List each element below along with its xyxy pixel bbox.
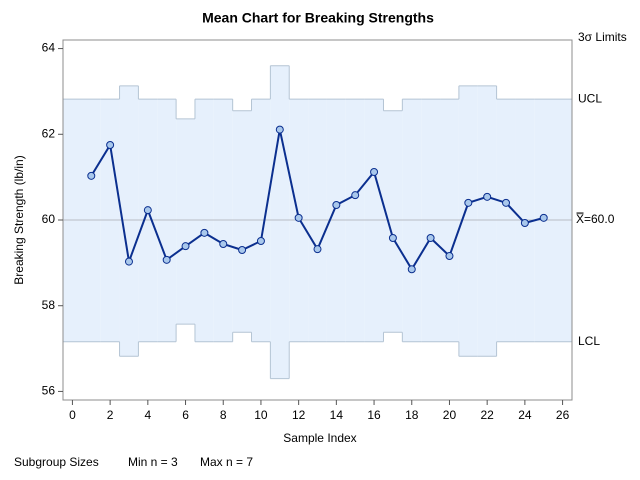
limit-band (270, 65, 290, 379)
lcl-label: LCL (578, 334, 600, 348)
mean-point (124, 257, 133, 266)
mean-point (388, 234, 397, 242)
x-tick-label: 8 (220, 408, 227, 422)
x-tick-label: 24 (518, 408, 532, 422)
mean-point (313, 245, 322, 254)
mean-point (162, 255, 171, 264)
limit-band (383, 110, 403, 333)
mean-point (483, 192, 492, 201)
mean-point (539, 213, 548, 222)
mean-point (351, 191, 360, 200)
limit-band (477, 85, 497, 357)
x-tick-label: 12 (292, 408, 306, 422)
mean-point (294, 213, 303, 222)
limits-label: 3σ Limits (578, 30, 627, 44)
y-tick-label: 60 (42, 212, 56, 226)
limit-band (458, 85, 478, 357)
x-tick-label: 6 (182, 408, 189, 422)
mean-point (87, 171, 96, 180)
mean-point (520, 219, 529, 227)
footer-text: Max n = 7 (200, 455, 253, 469)
footer-text: Min n = 3 (128, 455, 178, 469)
y-axis-label: Breaking Strength (lb/in) (12, 155, 26, 284)
mean-point (332, 201, 341, 209)
y-tick-label: 64 (42, 41, 56, 55)
limit-band (176, 118, 195, 325)
mean-point (181, 242, 190, 251)
x-tick-label: 10 (254, 408, 268, 422)
x-tick-label: 4 (144, 408, 151, 422)
mean-point (275, 125, 284, 134)
mean-point (106, 141, 115, 149)
center-label: X̿=60.0 (576, 211, 615, 226)
x-tick-label: 22 (480, 408, 494, 422)
mean-point (200, 228, 209, 237)
y-tick-label: 62 (42, 126, 56, 140)
x-tick-label: 18 (405, 408, 419, 422)
mean-point (238, 246, 247, 254)
mean-point (407, 265, 416, 274)
mean-point (426, 234, 435, 242)
mean-point (445, 252, 454, 260)
mean-point (370, 168, 379, 176)
mean-point (143, 206, 152, 215)
x-axis-label: Sample Index (283, 431, 356, 445)
ucl-label: UCL (578, 91, 602, 105)
mean-point (256, 237, 265, 245)
chart-title: Mean Chart for Breaking Strengths (202, 10, 434, 26)
limit-band (119, 85, 139, 357)
x-tick-label: 2 (107, 408, 114, 422)
x-tick-label: 14 (330, 408, 344, 422)
y-tick-label: 56 (42, 384, 56, 398)
mean-point (219, 240, 228, 248)
x-tick-label: 16 (367, 408, 381, 422)
mean-point (464, 198, 473, 207)
footer-text: Subgroup Sizes (14, 455, 99, 469)
limit-band (232, 110, 252, 333)
mean-point (502, 198, 511, 207)
x-tick-label: 0 (69, 408, 76, 422)
x-tick-label: 26 (556, 408, 570, 422)
x-tick-label: 20 (443, 408, 457, 422)
y-tick-label: 58 (42, 298, 56, 312)
